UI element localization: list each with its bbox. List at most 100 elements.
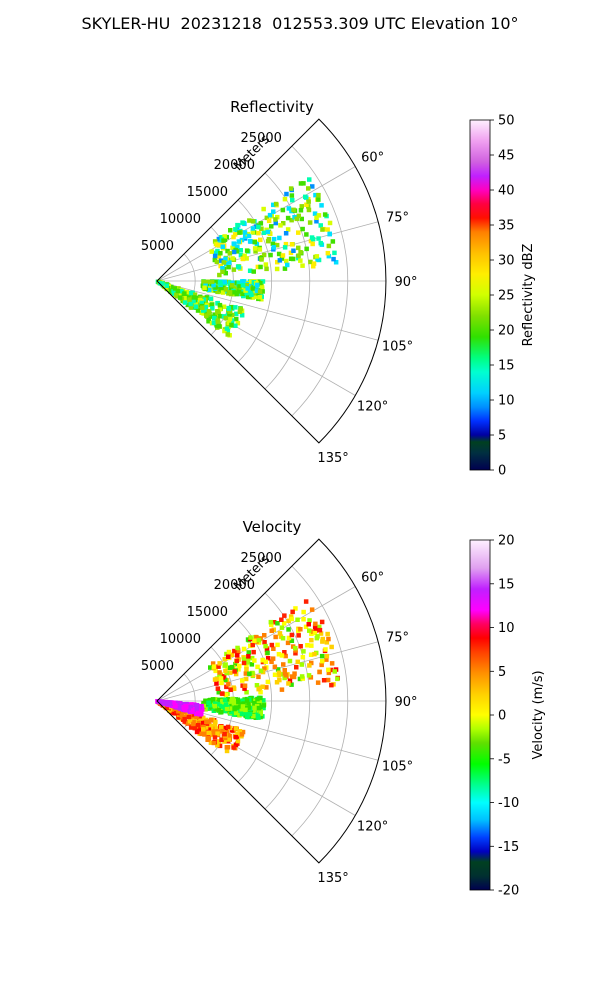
reflectivity-echoes bbox=[155, 177, 339, 338]
echo-cell bbox=[247, 239, 253, 244]
echo-cell bbox=[306, 199, 311, 204]
echo-cell bbox=[249, 279, 254, 284]
echo-cell bbox=[245, 286, 250, 291]
radial-tick-label: 25000 bbox=[241, 551, 282, 566]
radial-tick-label: 5000 bbox=[141, 659, 174, 674]
echo-cell bbox=[217, 302, 223, 308]
echo-cell bbox=[316, 197, 321, 202]
echo-cell bbox=[306, 186, 311, 191]
echo-cell bbox=[232, 241, 237, 247]
echo-cell bbox=[188, 725, 194, 730]
echo-cell bbox=[194, 729, 200, 735]
echo-cell bbox=[301, 609, 306, 615]
echo-cell bbox=[236, 667, 241, 672]
echo-cell bbox=[279, 617, 284, 622]
echo-cell bbox=[204, 313, 209, 318]
echo-cell bbox=[221, 726, 226, 731]
echo-cell bbox=[227, 665, 233, 670]
echo-cell bbox=[206, 319, 211, 324]
echo-cell bbox=[259, 285, 265, 290]
echo-cell bbox=[284, 191, 289, 197]
echo-cell bbox=[214, 323, 220, 328]
echo-cell bbox=[285, 262, 290, 268]
echo-cell bbox=[276, 652, 282, 657]
echo-cell bbox=[226, 733, 231, 738]
echo-cell bbox=[178, 291, 183, 297]
colorbar-tick-label: 30 bbox=[498, 254, 515, 269]
echo-cell bbox=[296, 245, 301, 251]
echo-cell bbox=[275, 667, 281, 672]
echo-cell bbox=[217, 272, 222, 278]
echo-cell bbox=[297, 676, 303, 682]
echo-cell bbox=[307, 618, 312, 623]
echo-cell bbox=[269, 622, 274, 627]
echo-cell bbox=[216, 664, 221, 669]
echo-cell bbox=[256, 686, 261, 692]
echo-cell bbox=[313, 192, 318, 198]
echo-cell bbox=[223, 270, 228, 276]
echo-cell bbox=[245, 294, 251, 300]
echo-cell bbox=[335, 676, 340, 682]
echo-cell bbox=[212, 315, 217, 321]
echo-cell bbox=[226, 264, 231, 270]
echo-cell bbox=[251, 713, 256, 719]
echo-cell bbox=[223, 256, 228, 262]
echo-cell bbox=[272, 664, 278, 669]
echo-cell bbox=[215, 248, 220, 254]
echo-cell bbox=[227, 309, 233, 314]
echo-cell bbox=[258, 689, 263, 695]
echo-cell bbox=[272, 672, 278, 677]
echo-cell bbox=[212, 701, 218, 706]
echo-cell bbox=[247, 671, 252, 676]
echo-cell bbox=[188, 301, 193, 307]
echo-cell bbox=[250, 286, 256, 291]
echo-cell bbox=[236, 239, 242, 244]
echo-cell bbox=[246, 650, 251, 655]
echo-cell bbox=[332, 669, 337, 674]
echo-cell bbox=[229, 283, 235, 288]
echo-cell bbox=[241, 698, 246, 703]
echo-cell bbox=[240, 683, 245, 688]
echo-cell bbox=[286, 681, 291, 686]
echo-cell bbox=[279, 687, 285, 692]
echo-cell bbox=[247, 285, 253, 291]
echo-cell bbox=[304, 202, 309, 207]
echo-cell bbox=[219, 737, 224, 742]
echo-cell bbox=[225, 248, 230, 254]
echo-cell bbox=[326, 253, 332, 259]
echo-cell bbox=[208, 723, 214, 729]
echo-cell bbox=[305, 643, 310, 648]
echo-cell bbox=[262, 640, 267, 645]
echo-cell bbox=[211, 729, 216, 734]
echo-cell bbox=[203, 707, 208, 712]
echo-cell bbox=[251, 280, 257, 285]
echo-cell bbox=[293, 606, 298, 611]
echo-cell bbox=[289, 616, 294, 622]
echo-cell bbox=[307, 220, 313, 225]
echo-cell bbox=[229, 304, 234, 310]
sector-frame bbox=[156, 538, 387, 864]
echo-cell bbox=[179, 713, 185, 718]
echo-cell bbox=[210, 306, 215, 311]
echo-cell bbox=[312, 651, 317, 657]
echo-cell bbox=[254, 683, 260, 688]
echo-cell bbox=[316, 236, 321, 241]
echo-cell bbox=[210, 661, 216, 666]
echo-cell bbox=[282, 266, 288, 271]
echo-cell bbox=[227, 312, 232, 317]
echo-cell bbox=[178, 703, 183, 709]
echo-cell bbox=[159, 281, 165, 286]
echo-cell bbox=[270, 241, 276, 247]
echo-cell bbox=[277, 677, 282, 683]
echo-cell bbox=[216, 323, 222, 329]
echo-cell bbox=[324, 653, 330, 659]
radial-tick-label: 20000 bbox=[214, 578, 255, 593]
echo-cell bbox=[215, 300, 220, 306]
echo-cell bbox=[273, 220, 278, 226]
angle-tick-label: 105° bbox=[382, 759, 413, 774]
echo-cell bbox=[196, 723, 201, 728]
echo-cell bbox=[235, 645, 240, 651]
echo-cell bbox=[322, 212, 328, 217]
echo-cell bbox=[319, 203, 324, 208]
